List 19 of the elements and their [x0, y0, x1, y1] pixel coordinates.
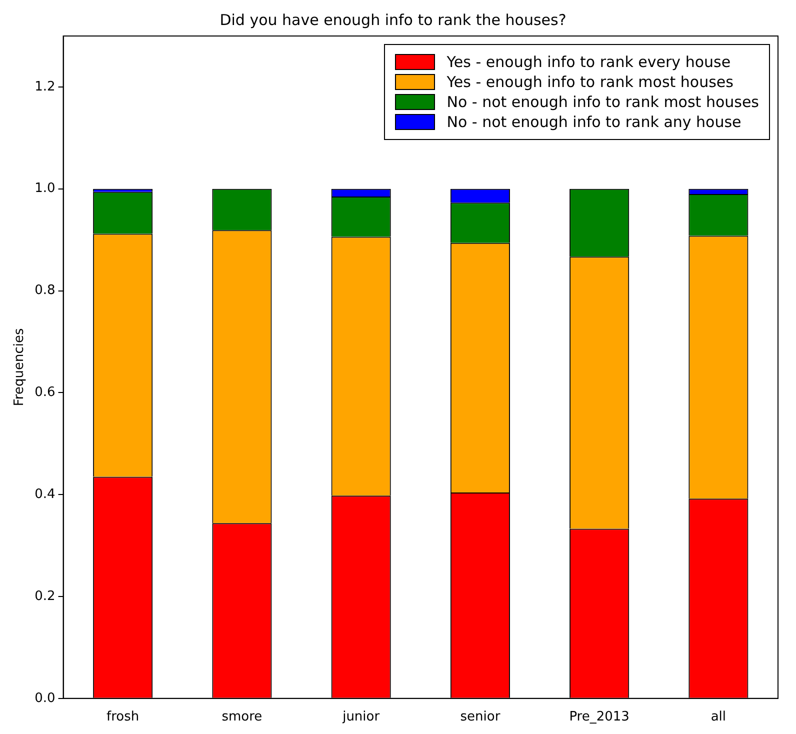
legend-label: Yes - enough info to rank most houses	[446, 73, 734, 91]
y-axis-title: Frequencies	[12, 328, 28, 406]
y-tick-label: 0.8	[34, 283, 56, 298]
y-tick-label: 1.2	[34, 79, 56, 94]
y-tick-label: 0.6	[34, 385, 56, 400]
legend-label: Yes - enough info to rank every house	[446, 53, 731, 71]
y-tick-label: 1.0	[34, 181, 56, 196]
y-tick-label: 0.2	[34, 588, 56, 604]
chart-title: Did you have enough info to rank the houses?	[220, 10, 566, 29]
legend-label: No - not enough info to rank any house	[446, 113, 742, 131]
x-tick-label: all	[710, 710, 726, 725]
x-tick-label: senior	[460, 710, 501, 725]
x-tick-label: smore	[222, 710, 262, 725]
x-tick-label: junior	[342, 710, 380, 725]
x-tick-label: frosh	[106, 710, 140, 725]
x-tick-label: Pre_2013	[569, 710, 630, 725]
y-tick-label: 0.0	[34, 690, 56, 706]
legend-label: No - not enough info to rank most houses	[446, 93, 759, 111]
y-tick-label: 0.4	[34, 486, 56, 502]
